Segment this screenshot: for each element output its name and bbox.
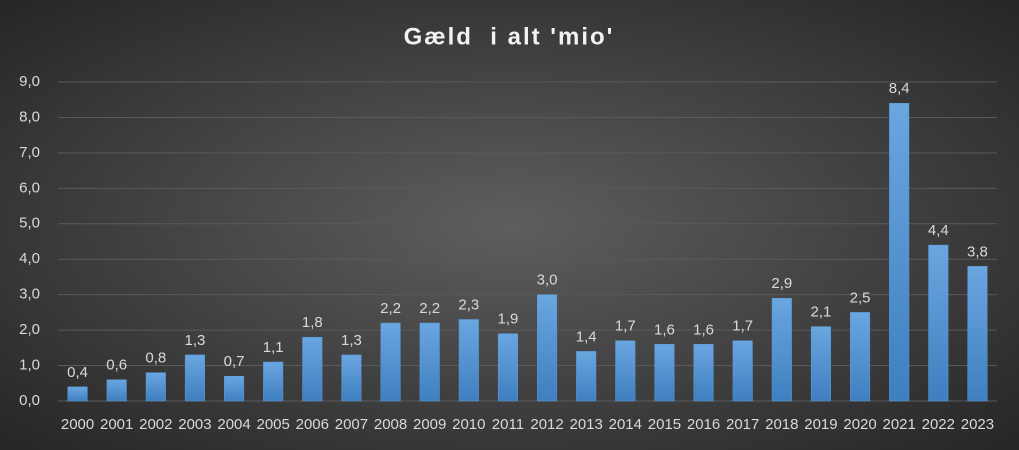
bar xyxy=(302,336,323,402)
x-tick-label: 2009 xyxy=(413,416,446,433)
data-label: 2,3 xyxy=(458,296,479,313)
data-label: 1,1 xyxy=(263,339,284,356)
bar xyxy=(889,103,910,402)
x-tick-label: 2000 xyxy=(61,416,94,433)
x-tick-label: 2016 xyxy=(687,416,720,433)
bar xyxy=(67,386,88,402)
y-tick-label: 3,0 xyxy=(19,286,40,303)
data-label: 1,9 xyxy=(498,311,519,328)
bar xyxy=(693,344,714,402)
x-tick-label: 2003 xyxy=(178,416,211,433)
x-tick-label: 2019 xyxy=(804,416,837,433)
x-tick-label: 2018 xyxy=(765,416,798,433)
y-tick-label: 8,0 xyxy=(19,108,40,125)
bar xyxy=(145,372,166,402)
bar xyxy=(106,379,127,402)
data-label: 2,9 xyxy=(771,275,792,292)
data-label: 0,7 xyxy=(224,353,245,370)
data-label: 0,8 xyxy=(145,350,166,367)
data-label: 2,5 xyxy=(850,289,871,306)
data-label: 0,6 xyxy=(106,357,127,374)
x-tick-label: 2023 xyxy=(961,416,994,433)
x-tick-label: 2014 xyxy=(609,416,642,433)
x-tick-label: 2002 xyxy=(139,416,172,433)
bar xyxy=(458,319,479,402)
data-label: 0,4 xyxy=(67,364,88,381)
bar xyxy=(576,351,597,402)
y-tick-label: 5,0 xyxy=(19,215,40,232)
y-tick-label: 0,0 xyxy=(19,392,40,409)
data-label: 1,7 xyxy=(615,318,636,335)
y-tick-label: 7,0 xyxy=(19,144,40,161)
data-label: 2,2 xyxy=(380,300,401,317)
x-tick-label: 2013 xyxy=(570,416,603,433)
data-label: 1,3 xyxy=(341,332,362,349)
chart-title: Gæld i alt 'mio' xyxy=(404,23,615,50)
x-tick-label: 2005 xyxy=(257,416,290,433)
data-label: 2,2 xyxy=(419,300,440,317)
y-tick-label: 6,0 xyxy=(19,179,40,196)
x-tick-label: 2015 xyxy=(648,416,681,433)
bar xyxy=(537,294,558,402)
bar xyxy=(380,322,401,402)
bar xyxy=(810,326,831,402)
x-tick-label: 2010 xyxy=(452,416,485,433)
bar xyxy=(184,354,205,402)
data-label: 1,6 xyxy=(654,321,675,338)
x-tick-label: 2001 xyxy=(100,416,133,433)
bar xyxy=(615,340,636,402)
x-tick-label: 2017 xyxy=(726,416,759,433)
bar xyxy=(224,375,245,402)
bar xyxy=(263,361,284,402)
data-label: 1,6 xyxy=(693,321,714,338)
data-label: 4,4 xyxy=(928,222,949,239)
bar xyxy=(419,322,440,402)
bar xyxy=(654,344,675,402)
x-tick-label: 2007 xyxy=(335,416,368,433)
data-label: 1,4 xyxy=(576,328,597,345)
bar xyxy=(850,312,871,402)
bar xyxy=(928,244,949,402)
y-tick-label: 4,0 xyxy=(19,250,40,267)
x-tick-label: 2012 xyxy=(530,416,563,433)
bar xyxy=(341,354,362,402)
data-label: 2,1 xyxy=(811,304,832,321)
bar xyxy=(497,333,518,402)
data-label: 1,8 xyxy=(302,314,323,331)
data-label: 8,4 xyxy=(889,80,910,97)
y-tick-label: 2,0 xyxy=(19,321,40,338)
data-label: 3,0 xyxy=(537,272,558,289)
data-label: 1,7 xyxy=(732,318,753,335)
bar xyxy=(967,266,988,402)
x-tick-label: 2011 xyxy=(492,416,524,433)
x-tick-label: 2008 xyxy=(374,416,407,433)
x-tick-label: 2004 xyxy=(217,416,250,433)
data-label: 3,8 xyxy=(967,243,988,260)
bar xyxy=(732,340,753,402)
x-tick-label: 2020 xyxy=(843,416,876,433)
data-label: 1,3 xyxy=(185,332,206,349)
x-tick-label: 2022 xyxy=(922,416,955,433)
x-tick-label: 2021 xyxy=(883,416,916,433)
y-tick-label: 9,0 xyxy=(19,73,40,90)
x-tick-label: 2006 xyxy=(296,416,329,433)
y-tick-label: 1,0 xyxy=(19,357,40,374)
bar xyxy=(771,297,792,402)
